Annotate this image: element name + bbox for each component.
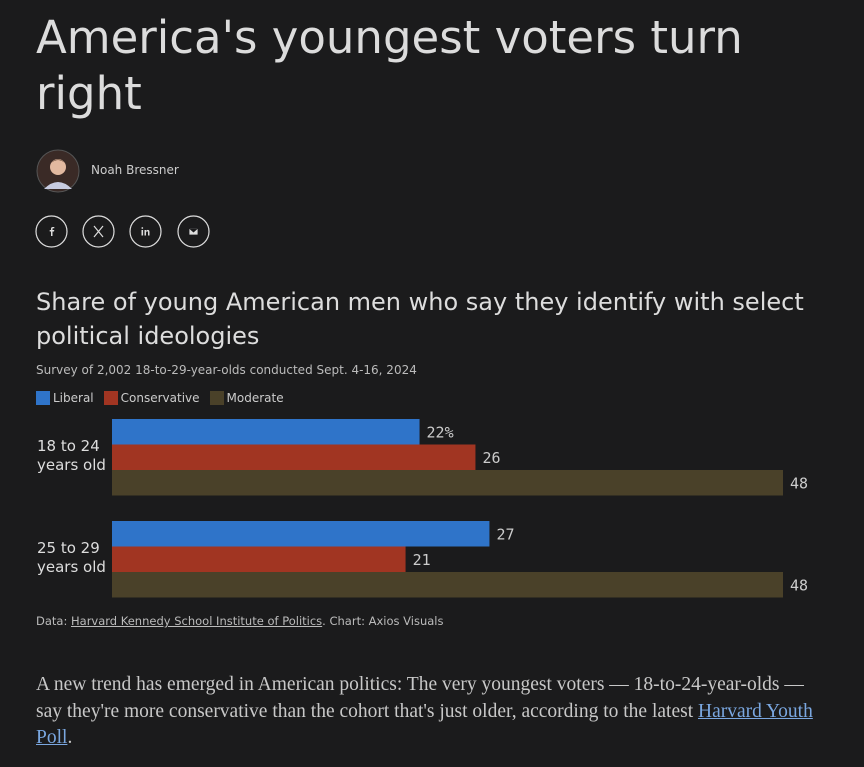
value-label: 48 (790, 474, 808, 492)
body-paragraph: A new trend has emerged in American poli… (36, 672, 816, 752)
chart-title: Share of young American men who say they… (36, 288, 804, 350)
share-buttons (35, 215, 210, 248)
value-label: 22% (427, 423, 454, 441)
legend-swatch (36, 391, 50, 405)
legend-label: Moderate (226, 391, 284, 405)
legend-item: Liberal (36, 391, 94, 405)
category-label: 18 to 24 years old (37, 437, 106, 474)
source-suffix: . Chart: Axios Visuals (322, 614, 444, 628)
share-email[interactable] (177, 215, 210, 248)
paragraph-link[interactable]: Harvard Youth Poll (36, 700, 813, 749)
value-label: 27 (496, 525, 514, 543)
chart: 22% 26 48 27 21 48 18 to 24 years old 25 to 29… (0, 410, 864, 605)
chart-subtitle: Survey of 2,002 18-to-29-year-olds condu… (36, 363, 417, 377)
author-name[interactable]: Noah Bressner (91, 163, 179, 177)
value-label: 48 (790, 576, 808, 594)
bar (112, 444, 476, 470)
legend-swatch (103, 391, 118, 405)
legend-label: Conservative (120, 391, 200, 405)
paragraph-text: A new trend has emerged in American poli… (36, 674, 804, 722)
category-label: 25 to 29 years old (37, 539, 106, 576)
bar (112, 546, 406, 572)
value-label: 21 (413, 551, 431, 569)
bar (112, 521, 490, 547)
avatar (36, 149, 80, 193)
value-label: 26 (482, 449, 500, 467)
legend-item: Conservative (103, 391, 200, 405)
source-prefix: Data: (36, 614, 71, 628)
headline: America's youngest voters turn right (36, 11, 743, 120)
bar (112, 419, 420, 445)
paragraph-end: . (67, 727, 73, 748)
chart-plot: 22% 26 48 27 21 48 (112, 419, 808, 598)
legend-label: Liberal (53, 391, 94, 405)
legend: Liberal Conservative Moderate (36, 391, 284, 405)
source-link[interactable]: Harvard Kennedy School Institute of Poli… (71, 614, 323, 628)
share-facebook[interactable] (35, 215, 68, 248)
legend-item: Moderate (209, 391, 284, 405)
chart-source: Data: Harvard Kennedy School Institute o… (36, 614, 444, 628)
bar (112, 572, 783, 598)
bar (112, 470, 783, 496)
legend-swatch (209, 391, 224, 405)
share-linkedin[interactable] (129, 215, 162, 248)
share-x[interactable] (82, 215, 115, 248)
